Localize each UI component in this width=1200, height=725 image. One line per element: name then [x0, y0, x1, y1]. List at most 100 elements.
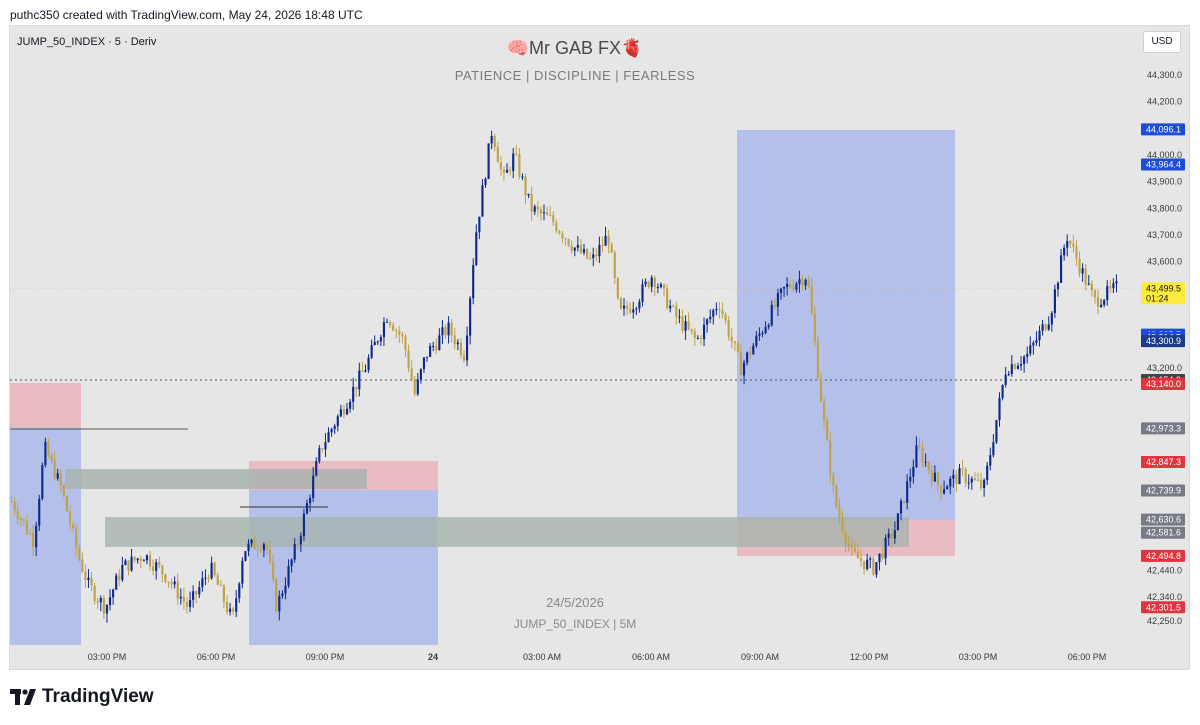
candle-body: [912, 467, 915, 477]
candle-body: [875, 562, 878, 575]
candle-body: [1032, 342, 1035, 346]
candle-body: [241, 560, 244, 584]
candle-body: [253, 539, 256, 550]
candle-body: [598, 245, 601, 257]
candle-body: [293, 543, 296, 560]
price-tag[interactable]: [1141, 378, 1185, 391]
symbol-label[interactable]: JUMP_50_INDEX · 5 · Deriv: [17, 36, 157, 48]
candle-body: [746, 352, 749, 363]
candle-body: [56, 473, 59, 479]
y-axis-tick: 43,900.0: [1147, 177, 1182, 187]
price-tag[interactable]: [1141, 601, 1185, 614]
candle-body: [207, 577, 210, 579]
price-tag[interactable]: [1141, 123, 1185, 136]
candle-body: [561, 233, 564, 239]
candle-body: [453, 335, 456, 345]
candle-body: [127, 560, 130, 571]
chart-area[interactable]: [9, 25, 1190, 670]
candle-body: [379, 337, 382, 342]
candle-body: [330, 429, 333, 433]
candle-body: [99, 597, 102, 603]
candle-body: [936, 472, 940, 486]
candle-body: [798, 279, 801, 284]
candle-body: [863, 560, 866, 569]
candle-body: [432, 345, 435, 347]
candle-body: [770, 304, 773, 326]
candle-body: [10, 501, 13, 503]
price-tag[interactable]: [1141, 335, 1185, 348]
candle-body: [650, 277, 653, 287]
y-axis-tick: 44,200.0: [1147, 97, 1182, 107]
price-tag[interactable]: [1141, 513, 1185, 526]
candle-body: [367, 357, 370, 371]
x-axis-tick: 09:00 AM: [741, 652, 779, 662]
candle-body: [345, 408, 349, 415]
price-tag[interactable]: [1141, 455, 1185, 468]
candle-body: [1029, 345, 1032, 354]
candle-body: [50, 456, 53, 461]
x-axis-tick: 09:00 PM: [306, 652, 345, 662]
watermark-symbol: JUMP_50_INDEX | 5M: [513, 617, 637, 631]
candle-body: [549, 215, 552, 217]
candle-body: [435, 345, 438, 350]
candle-body: [552, 215, 555, 223]
candle-body: [352, 386, 355, 402]
candle-body: [75, 528, 78, 548]
candle-body: [955, 474, 958, 485]
candle-body: [53, 460, 56, 479]
candle-body: [392, 325, 395, 331]
candle-body: [721, 310, 724, 315]
candle-body: [16, 510, 19, 520]
candle-body: [1010, 364, 1013, 375]
candle-body: [782, 287, 786, 289]
candle-body: [921, 447, 924, 463]
candle-body: [124, 560, 127, 565]
candle-body: [792, 287, 795, 290]
candle-body: [647, 281, 650, 287]
candle-body: [730, 336, 733, 342]
candle-body: [1047, 324, 1050, 330]
candle-body: [616, 277, 619, 299]
candle-body: [1090, 283, 1093, 291]
candle-body: [1099, 304, 1103, 307]
candle-body: [961, 468, 964, 470]
candle-body: [1109, 285, 1112, 288]
candle-body: [829, 440, 832, 476]
candle-body: [539, 209, 542, 214]
candle-body: [884, 537, 887, 559]
price-tag[interactable]: [1141, 282, 1185, 305]
price-tag[interactable]: [1141, 526, 1185, 539]
candle-body: [736, 343, 739, 352]
currency-button[interactable]: USD: [1143, 31, 1181, 53]
candle-body: [278, 596, 281, 612]
price-tag[interactable]: [1141, 158, 1185, 171]
chart-subtitle: PATIENCE | DISCIPLINE | FEARLESS: [454, 68, 696, 83]
candle-body: [136, 558, 139, 561]
candle-body: [524, 176, 527, 196]
candle-body: [669, 305, 672, 309]
candle-body: [447, 322, 450, 336]
candle-body: [666, 288, 669, 309]
candle-body: [312, 475, 315, 499]
candle-body: [739, 351, 743, 376]
candle-body: [887, 533, 890, 538]
candle-body: [773, 304, 776, 307]
candle-body: [970, 478, 973, 483]
candle-body: [250, 539, 253, 544]
price-tag[interactable]: [1141, 422, 1185, 435]
candle-body: [696, 337, 699, 339]
candle-body: [115, 575, 118, 590]
candle-body: [644, 281, 647, 285]
candle-body: [339, 409, 342, 417]
price-tag[interactable]: [1141, 549, 1185, 562]
candle-body: [179, 596, 182, 599]
candle-body: [456, 342, 459, 345]
candle-body: [1106, 285, 1109, 301]
candle-body: [164, 574, 167, 582]
tradingview-logo[interactable]: TradingView: [10, 686, 154, 708]
price-tag[interactable]: [1141, 484, 1185, 497]
candle-body: [706, 319, 709, 325]
candle-body: [19, 519, 22, 521]
y-axis-tick: 43,800.0: [1147, 203, 1182, 213]
